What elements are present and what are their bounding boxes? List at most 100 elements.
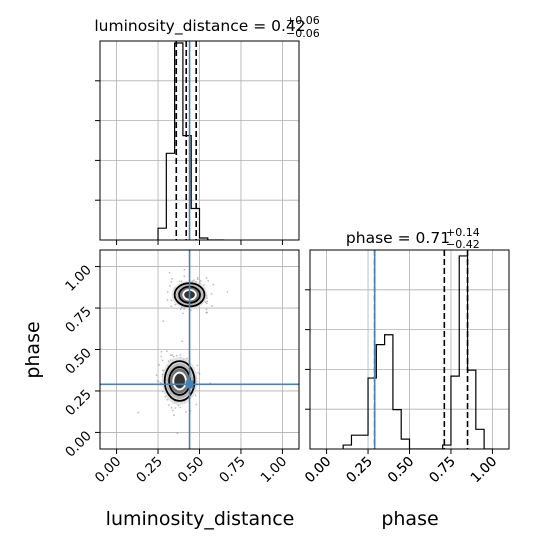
scatter-point [168,404,170,406]
marker-lines [373,250,469,449]
histogram-bin [158,228,166,240]
histogram-bin [360,435,368,449]
histogram-bin [468,370,476,449]
scatter-point [161,359,164,362]
x-tick-label: 0.50 [175,454,208,487]
y-axis-label: phase [22,321,44,378]
scatter-point [203,284,205,286]
x-tick-label: 0.75 [426,454,459,487]
y-tick-label: 0.50 [62,345,95,378]
title-parameter: phase [346,229,393,247]
axes-frame [309,249,510,450]
scatter-point [190,309,192,312]
scatter-point [170,354,172,357]
y-tick-label: 0.75 [62,304,95,337]
scatter-point [179,406,182,409]
histogram-bin [343,445,351,449]
title-parameter: luminosity_distance [94,17,248,36]
y-tick-label: 0.25 [62,386,95,419]
scatter-point [166,299,169,301]
scatter-point [181,340,184,343]
scatter-point [160,350,163,353]
title-lower-error: −0.06 [286,27,320,40]
scatter-point [171,409,174,412]
density-contours [161,280,208,405]
scatter-point [170,299,173,302]
scatter-point [162,320,165,323]
histogram-bin [166,153,174,240]
scatter-point [173,414,175,416]
scatter-point [186,357,188,360]
scatter-point [211,305,213,307]
x-tick-label: 0.00 [92,454,125,487]
x-axis-label: luminosity_distance [106,508,295,530]
histogram-bin [459,256,467,449]
scatter-point [196,364,199,367]
scatter-point [166,398,169,401]
histogram-bars [157,42,225,240]
scatter-point [170,280,173,283]
x-tick-label: 0.00 [302,454,335,487]
scatter-point [183,308,186,310]
scatter-point [183,275,186,278]
histogram-bin [376,345,384,449]
scatter-point [179,308,182,311]
axes-frame [99,40,300,241]
histogram-bin [393,410,401,449]
title-value: 0.42 [271,17,306,35]
y-tick-label: 1.00 [62,262,95,295]
x-tick-label: 0.75 [216,454,249,487]
scatter-point [168,271,171,274]
scatter-point [183,268,186,271]
histogram-bin [351,435,359,449]
scatter-point [212,283,215,286]
scatter-point [174,407,177,409]
marker-lines [175,41,197,240]
histogram-bars [342,255,493,449]
scatter-point [197,371,200,374]
x-tick-label: 0.25 [343,454,376,487]
scatter-point [194,394,197,397]
scatter-point [158,363,161,366]
scatter-point [195,403,198,406]
ticks [95,80,283,245]
scatter-point [205,277,208,279]
panel-title: phase = 0.71 [346,229,450,247]
histogram-bin [451,376,459,449]
scatter-point [179,354,182,356]
scatter-point [174,303,177,306]
histogram-bin [476,429,484,449]
scatter-point [199,280,202,282]
scatter-point [210,293,213,295]
title-value: 0.71 [416,229,451,247]
scatter-point [196,278,199,281]
scatter-point [171,354,174,356]
scatter-point [207,279,210,282]
scatter-point [206,300,209,303]
histogram-bin [191,208,199,240]
scatter-point [226,290,229,293]
density-contour-line [163,360,196,402]
panel-phase-histogram: 0.00 0.25 0.50 0.75 1.000.00 0.25 0.50 0.75 1.00… [302,226,510,530]
x-axis-label: phase [381,508,438,530]
scatter-point [166,350,168,353]
scatter-point [167,360,170,363]
scatter-point [185,411,187,413]
scatter-point [176,432,179,435]
grid [100,250,299,449]
scatter-point [181,312,184,315]
panel-luminosity-distance-histogram: luminosity_distance = 0.42 +0.06 −0.06 [94,14,320,245]
grid [310,250,509,449]
grid [100,41,299,240]
scatter-point [170,305,173,308]
truth-marker [185,380,194,389]
histogram-bin [385,335,393,449]
scatter-point [178,280,181,283]
x-tick-label: 0.50 [385,454,418,487]
scatter-point [161,390,164,393]
scatter-point [193,279,195,282]
scatter-point [175,354,178,357]
scatter-point [177,404,180,407]
